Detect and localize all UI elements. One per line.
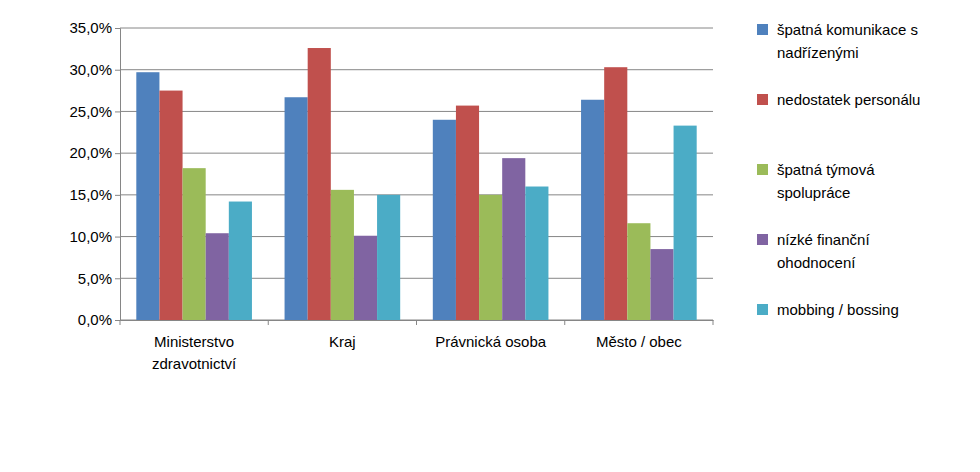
y-tick-mark — [115, 70, 120, 71]
category-separator — [268, 320, 269, 325]
legend-item: nedostatek personálu — [757, 91, 920, 108]
y-tick-mark — [115, 153, 120, 154]
grid-line — [120, 28, 713, 29]
y-tick-mark — [115, 237, 120, 238]
bar-series — [206, 158, 674, 320]
y-tick-label: 5,0% — [78, 270, 112, 287]
y-tick: 5,0% — [78, 270, 120, 287]
legend-swatch — [757, 234, 768, 245]
y-tick-mark — [115, 278, 120, 279]
text-line: Kraj — [329, 333, 356, 350]
bars — [136, 48, 696, 320]
y-axis: 0,0% 5,0% 10,0% 15,0% 20,0% 25,0% 30,0% 35,0% — [69, 19, 120, 328]
category-separator — [713, 320, 714, 325]
y-tick: 25,0% — [69, 103, 120, 120]
legend-label: špatná komunikace s nadřízenými — [777, 21, 918, 61]
legend-label: špatná týmová spolupráce — [777, 161, 875, 201]
legend-label: nedostatek personálu — [777, 91, 920, 108]
y-tick-label: 10,0% — [69, 228, 112, 245]
text-line: Město / obec — [596, 333, 682, 350]
y-axis-line — [115, 29, 121, 321]
y-tick-label: 30,0% — [69, 61, 112, 78]
bar — [581, 100, 604, 320]
y-tick-label: 15,0% — [69, 186, 112, 203]
legend-item: nízké finanční ohodnocení — [757, 231, 870, 271]
y-tick-label: 20,0% — [69, 144, 112, 161]
bar-series — [229, 126, 697, 320]
legend-swatch — [757, 94, 768, 105]
chart: 0,0% 5,0% 10,0% 15,0% 20,0% 25,0% 30,0% 35,0% Mi… — [0, 0, 980, 472]
y-tick: 20,0% — [69, 144, 120, 161]
x-tick-label: Kraj — [329, 333, 356, 350]
bar — [525, 187, 548, 320]
y-tick-label: 0,0% — [78, 311, 112, 328]
y-tick-label: 25,0% — [69, 103, 112, 120]
text-line: Ministerstvo — [154, 333, 234, 350]
bar — [674, 126, 697, 320]
legend-label: mobbing / bossing — [777, 301, 899, 318]
category-separator — [416, 320, 417, 325]
bar — [229, 202, 252, 320]
bar — [159, 91, 182, 320]
bar — [604, 67, 627, 320]
bar — [285, 97, 308, 320]
bar — [377, 195, 400, 320]
text-line: zdravotnictví — [152, 355, 237, 372]
bar-series — [136, 72, 604, 320]
bar — [456, 106, 479, 320]
legend-item: špatná komunikace s nadřízenými — [757, 21, 918, 61]
y-tick: 10,0% — [69, 228, 120, 245]
bar-series — [183, 168, 651, 320]
x-tick-label: Ministerstvo zdravotnictví — [152, 333, 237, 372]
bar — [183, 168, 206, 320]
y-tick-mark — [115, 28, 120, 29]
text-line: mobbing / bossing — [777, 301, 899, 318]
legend-item: špatná týmová spolupráce — [757, 161, 875, 201]
category-separator — [120, 320, 121, 325]
bar — [479, 195, 502, 320]
text-line: spolupráce — [777, 184, 850, 201]
y-tick: 35,0% — [69, 19, 120, 36]
legend: špatná komunikace s nadřízenými nedostatek… — [757, 21, 920, 318]
y-tick-mark — [115, 195, 120, 196]
legend-swatch — [757, 304, 768, 315]
text-line: nadřízenými — [777, 44, 859, 61]
bar — [136, 72, 159, 320]
grid — [120, 28, 713, 320]
legend-swatch — [757, 24, 768, 35]
y-tick: 30,0% — [69, 61, 120, 78]
category-separator — [564, 320, 565, 325]
y-tick: 15,0% — [69, 186, 120, 203]
x-axis: Ministerstvo zdravotnictví Kraj Právnická o… — [120, 320, 714, 372]
bar — [308, 48, 331, 320]
text-line: Právnická osoba — [435, 333, 547, 350]
y-tick-mark — [115, 111, 120, 112]
bar — [502, 158, 525, 320]
legend-label: nízké finanční ohodnocení — [777, 231, 870, 271]
bar — [354, 236, 377, 320]
x-tick-label: Právnická osoba — [435, 333, 547, 350]
legend-swatch — [757, 164, 768, 175]
text-line: nízké finanční — [777, 231, 870, 248]
y-tick-label: 35,0% — [69, 19, 112, 36]
bar — [331, 190, 354, 320]
legend-item: mobbing / bossing — [757, 301, 899, 318]
y-tick-mark — [115, 320, 120, 321]
bar — [650, 249, 673, 320]
bar — [627, 223, 650, 320]
text-line: špatná týmová — [777, 161, 875, 178]
text-line: špatná komunikace s — [777, 21, 918, 38]
bar — [206, 233, 229, 320]
x-tick-label: Město / obec — [596, 333, 682, 350]
bar-series — [159, 48, 627, 320]
text-line: ohodnocení — [777, 254, 856, 271]
text-line: nedostatek personálu — [777, 91, 920, 108]
y-tick: 0,0% — [78, 311, 120, 328]
bar — [433, 120, 456, 320]
